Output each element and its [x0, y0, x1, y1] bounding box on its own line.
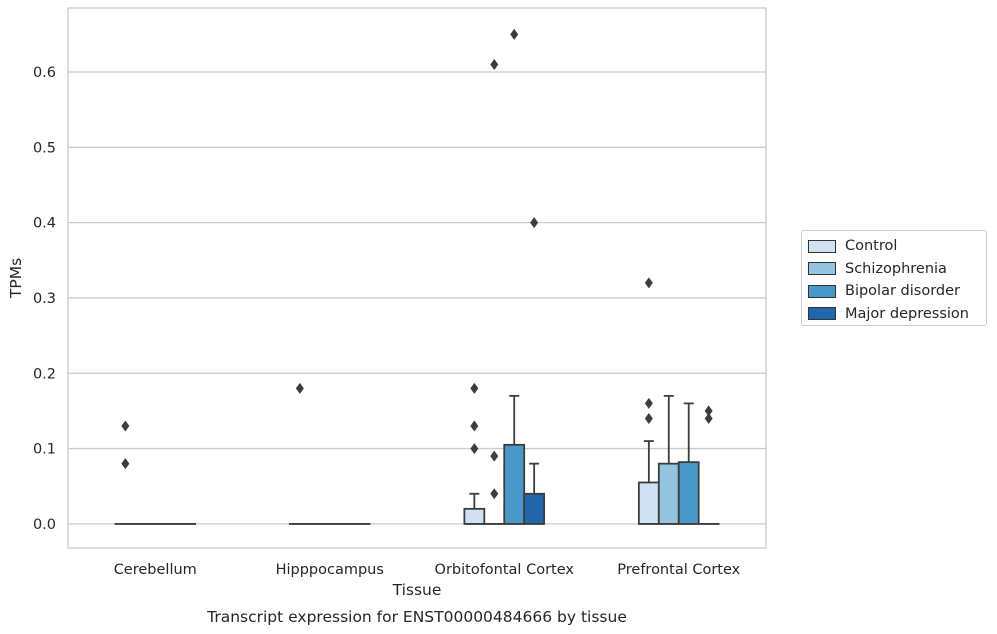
- outlier-point: [510, 28, 519, 40]
- legend-label: Bipolar disorder: [845, 283, 960, 300]
- outlier-point: [490, 488, 499, 500]
- outlier-point: [121, 458, 130, 470]
- plot-area-frame: [67, 7, 767, 549]
- y-tick-label: 0.3: [33, 291, 56, 307]
- box-body: [463, 507, 486, 525]
- legend: Control Schizophrenia Bipolar disorder Majo…: [801, 230, 987, 326]
- box-bipolar-disorder: [503, 28, 526, 525]
- x-axis-label: Tissue: [392, 581, 442, 599]
- y-axis-label: TPMs: [7, 258, 25, 299]
- legend-label: Schizophrenia: [845, 260, 947, 277]
- outlier-point: [121, 420, 130, 432]
- box-control: [637, 277, 660, 525]
- box-major-depression: [523, 217, 546, 525]
- box-control: [463, 382, 486, 525]
- legend-label: Major depression: [845, 305, 969, 322]
- outlier-point: [490, 58, 499, 70]
- outlier-point: [470, 443, 479, 455]
- box-bipolar-disorder: [677, 402, 700, 525]
- outlier-point: [530, 217, 539, 229]
- y-tick-label: 0.6: [33, 65, 56, 81]
- x-tick-label: Orbitofontal Cortex: [435, 562, 575, 578]
- outlier-point: [470, 382, 479, 394]
- y-tick-label: 0.5: [33, 140, 56, 156]
- outlier-point: [644, 277, 653, 289]
- x-tick-label: Cerebellum: [114, 562, 197, 578]
- outlier-point: [704, 412, 713, 424]
- box-schizophrenia: [483, 58, 506, 525]
- legend-swatch: [808, 262, 836, 276]
- x-tick-label: Prefrontal Cortex: [617, 562, 740, 578]
- y-tick-label: 0.0: [33, 517, 56, 533]
- legend-swatch: [808, 284, 836, 298]
- chart-caption: Transcript expression for ENST0000048466…: [206, 608, 627, 626]
- y-tick-label: 0.2: [33, 366, 56, 382]
- legend-swatch: [808, 239, 836, 253]
- x-tick-label: Hipppocampus: [276, 562, 384, 578]
- legend-item: Bipolar disorder: [808, 280, 986, 303]
- box-body: [523, 492, 546, 525]
- legend-item: Major depression: [808, 303, 986, 326]
- box-body: [657, 462, 680, 525]
- outlier-point: [704, 405, 713, 417]
- outlier-point: [644, 397, 653, 409]
- box-body: [503, 443, 526, 525]
- box-body: [637, 481, 660, 525]
- box-schizophrenia: [657, 394, 680, 525]
- outlier-point: [470, 420, 479, 432]
- legend-item: Control: [808, 235, 986, 258]
- y-axis-ticks: 0.0 0.1 0.2 0.3 0.4 0.5 0.6: [33, 65, 56, 533]
- box-series: [114, 28, 720, 525]
- outlier-point: [644, 412, 653, 424]
- y-tick-label: 0.4: [33, 216, 56, 232]
- legend-swatch: [808, 307, 836, 321]
- legend-item: Schizophrenia: [808, 258, 986, 281]
- box-body: [677, 461, 700, 525]
- legend-label: Control: [845, 238, 898, 255]
- box-major-depression: [697, 405, 720, 525]
- x-axis-ticks: Cerebellum Hipppocampus Orbitofontal Corte…: [114, 562, 741, 578]
- y-tick-label: 0.1: [33, 442, 56, 458]
- box-control: [288, 382, 311, 525]
- outlier-point: [295, 382, 304, 394]
- grid-lines: [68, 71, 766, 525]
- outlier-point: [490, 450, 499, 462]
- box-control: [114, 420, 137, 525]
